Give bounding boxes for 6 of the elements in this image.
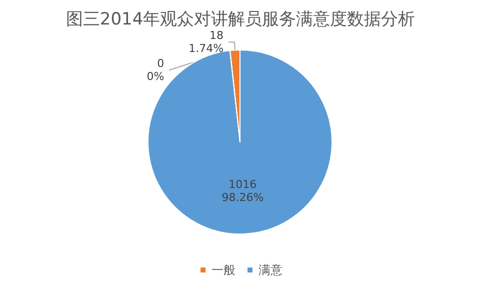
text: 0 0% <box>146 57 164 84</box>
legend-label: 一般 <box>212 263 236 277</box>
data-label: 1016 98.26% <box>222 178 264 204</box>
chart-title: 图三2014年观众对讲解员服务满意度数据分析 <box>66 10 416 30</box>
legend-label: 满意 <box>258 263 282 277</box>
data-label: 18 1.74% <box>188 29 224 56</box>
